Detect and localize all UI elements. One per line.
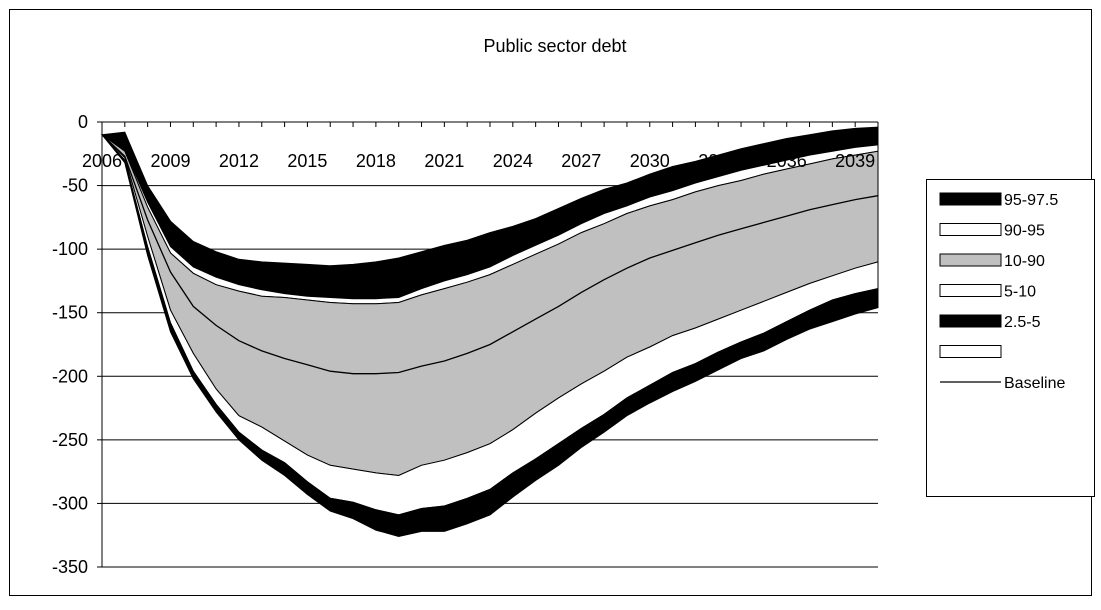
y-tick-label: -150 (52, 303, 88, 323)
x-tick-label: 2030 (630, 151, 670, 171)
legend: 95-97.5 90-95 10-90 5-10 2.5-5 Baseline (926, 179, 1095, 497)
x-tick-label: 2036 (767, 151, 807, 171)
legend-label: 5-10 (1004, 284, 1036, 301)
legend-label: 10-90 (1004, 253, 1045, 270)
legend-swatch-2 (939, 253, 1002, 267)
band-2-5-5 (101, 134, 879, 538)
y-tick-label: -100 (52, 239, 88, 259)
legend-swatch-4 (939, 314, 1002, 328)
x-tick-label: 2006 (82, 151, 122, 171)
x-tick-label: 2033 (698, 151, 738, 171)
x-tick-label: 2024 (493, 151, 533, 171)
x-tick-label: 2012 (219, 151, 259, 171)
baseline-line (101, 134, 879, 375)
legend-swatch-1 (939, 223, 1002, 236)
x-tick-label: 2039 (835, 151, 875, 171)
x-tick-label: 2015 (287, 151, 327, 171)
y-tick-label: -300 (52, 493, 88, 513)
legend-label: 90-95 (1004, 223, 1045, 240)
x-tick-label: 2021 (424, 151, 464, 171)
legend-label: 95-97.5 (1004, 192, 1058, 209)
chart-title: Public sector debt (483, 36, 626, 56)
legend-swatch-5 (939, 345, 1002, 358)
x-tick-label: 2027 (561, 151, 601, 171)
y-tick-label: 0 (78, 112, 88, 132)
y-tick-label: -250 (52, 430, 88, 450)
y-tick-label: -200 (52, 366, 88, 386)
legend-swatch-3 (939, 284, 1002, 297)
y-tick-label: -50 (62, 176, 88, 196)
legend-label: Baseline (1004, 375, 1065, 392)
x-tick-label: 2009 (150, 151, 190, 171)
x-tick-label: 2018 (356, 151, 396, 171)
y-tick-label: -350 (52, 557, 88, 577)
legend-swatch-0 (939, 192, 1002, 206)
plot-layer: 0 -50 -100 -150 -200 -250 -300 -350 2006 2009 2012… (52, 112, 879, 577)
legend-label: 2.5-5 (1004, 314, 1041, 331)
